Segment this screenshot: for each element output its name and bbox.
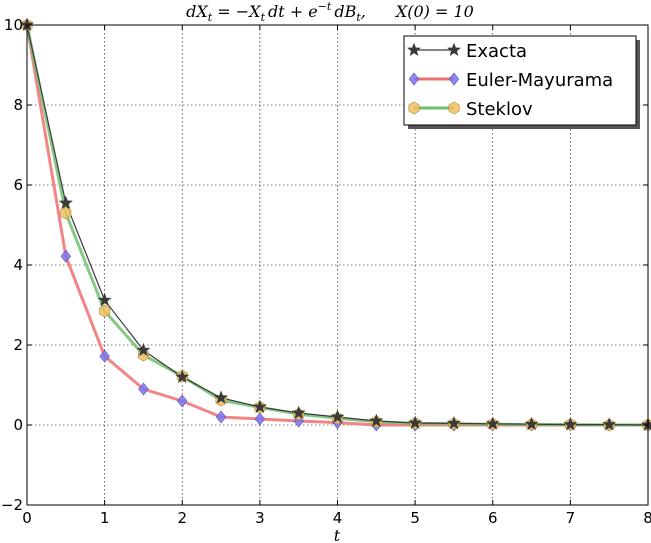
y-tick-label: 10 — [4, 16, 23, 34]
x-axis-label: t — [334, 526, 341, 543]
point-exacta — [408, 415, 423, 429]
legend-marker-euler-mayurama — [408, 72, 420, 86]
legend-marker-steklov — [448, 101, 460, 115]
point-steklov — [60, 206, 72, 220]
point-euler-mayurama — [138, 382, 149, 396]
point-euler-mayurama — [177, 394, 188, 408]
point-exacta — [563, 417, 578, 431]
legend-marker-exacta — [447, 42, 461, 56]
point-exacta — [175, 369, 190, 383]
x-tick-label: 0 — [22, 509, 32, 527]
point-euler-mayurama — [99, 349, 110, 363]
y-tick-label: 2 — [13, 336, 23, 354]
point-exacta — [524, 416, 539, 431]
legend: Exacta Euler-Mayurama Steklov — [403, 35, 640, 129]
point-euler-mayurama — [60, 249, 71, 263]
point-euler-mayurama — [254, 412, 266, 426]
point-exacta — [252, 399, 267, 413]
legend-label-exacta: Exacta — [466, 41, 527, 62]
legend-label-steklov: Steklov — [466, 99, 533, 120]
legend-marker-euler-mayurama — [448, 72, 460, 86]
x-tick-label: 7 — [566, 509, 576, 527]
y-tick-label: −2 — [1, 496, 23, 514]
x-tick-label: 8 — [643, 509, 651, 527]
y-tick-label: 6 — [13, 176, 23, 194]
legend-marker-steklov — [408, 101, 420, 115]
x-tick-label: 2 — [177, 509, 187, 527]
y-tick-label: 0 — [13, 416, 23, 434]
x-tick-label: 1 — [100, 509, 110, 527]
y-tick-label: 4 — [13, 256, 23, 274]
point-exacta — [291, 405, 306, 419]
point-exacta — [58, 195, 73, 209]
x-tick-label: 6 — [488, 509, 498, 527]
point-exacta — [97, 292, 112, 307]
point-exacta — [330, 409, 345, 423]
legend-marker-exacta — [407, 42, 421, 56]
y-tick-label: 8 — [13, 96, 23, 114]
point-euler-mayurama — [215, 410, 227, 424]
point-exacta — [369, 413, 384, 427]
point-exacta — [446, 416, 461, 430]
point-exacta — [214, 390, 229, 404]
legend-label-euler-mayurama: Euler-Mayurama — [466, 70, 613, 91]
x-tick-label: 4 — [333, 509, 343, 527]
point-exacta — [136, 342, 151, 357]
x-tick-label: 3 — [255, 509, 265, 527]
series-layer — [20, 17, 651, 432]
x-tick-label: 5 — [410, 509, 420, 527]
point-steklov — [99, 304, 111, 318]
point-exacta — [485, 416, 500, 430]
chart-title: dXt = −Xt dt + e−t dBt, X(0) = 10 — [186, 0, 474, 24]
point-exacta — [602, 417, 617, 431]
